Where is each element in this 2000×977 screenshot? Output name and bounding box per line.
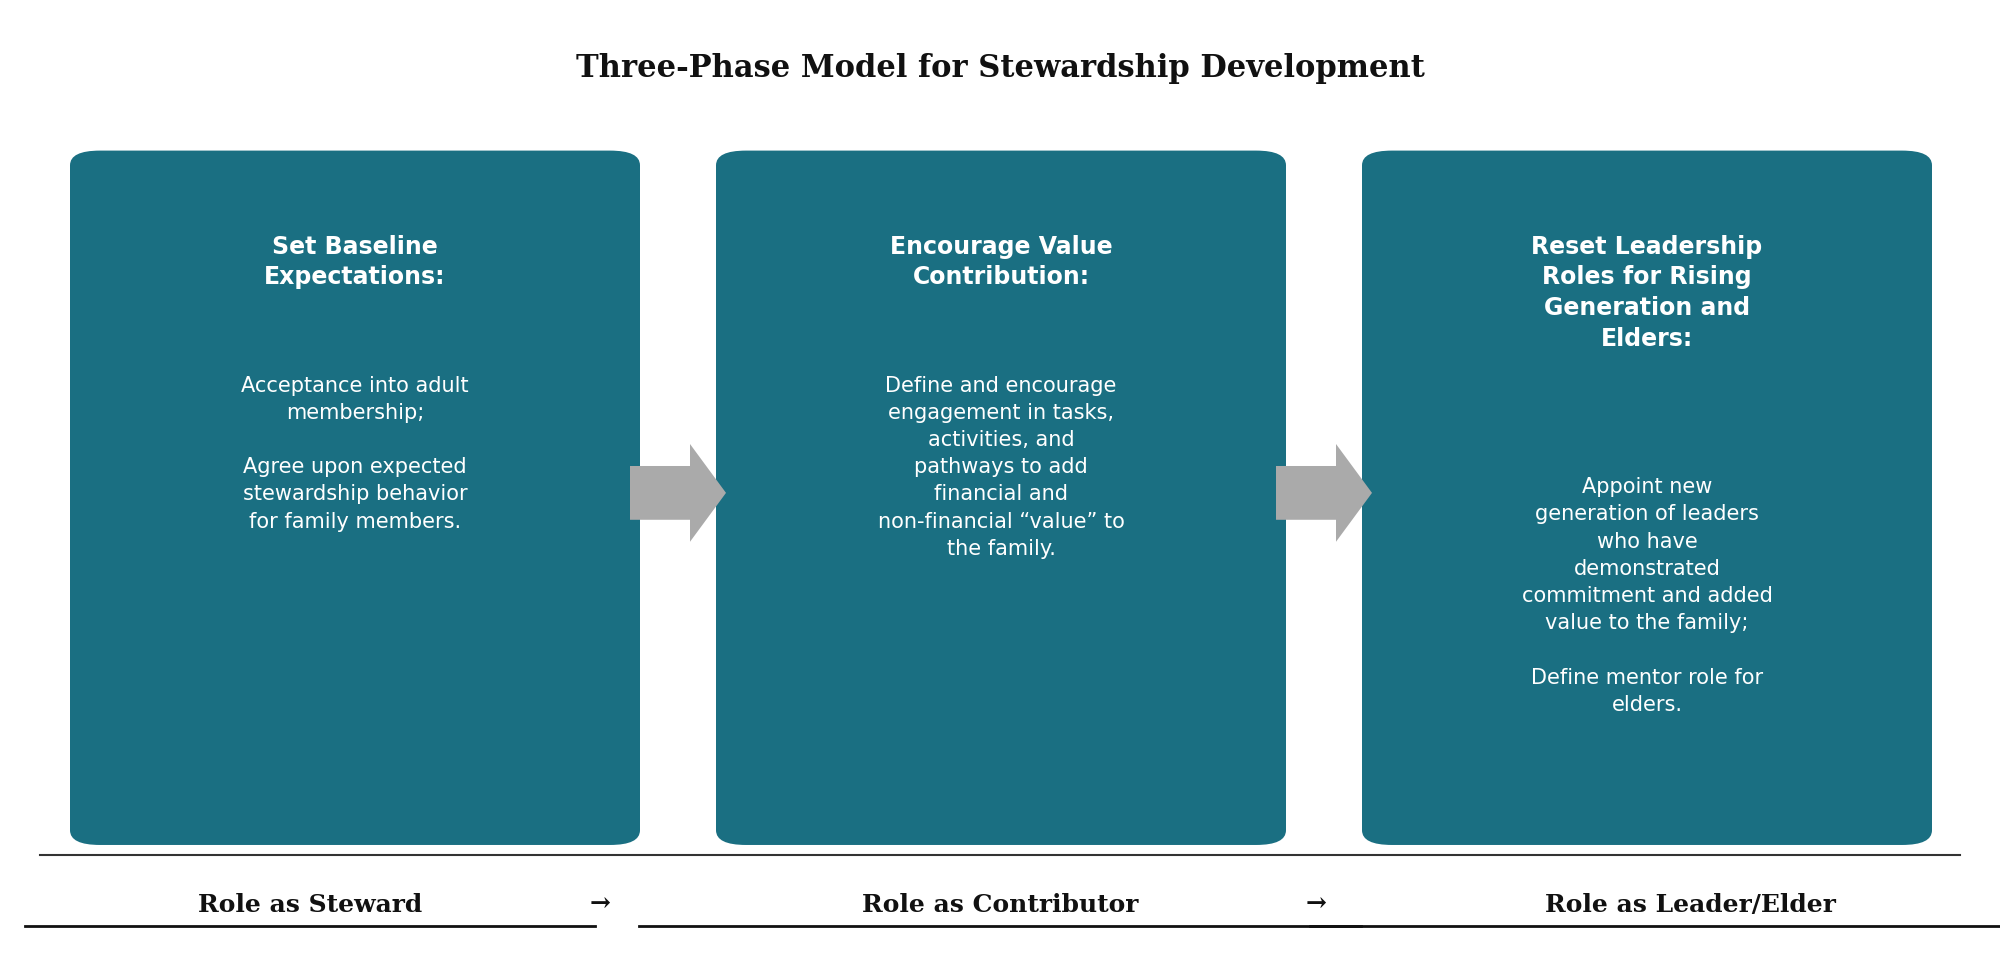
Text: →: →: [1306, 892, 1326, 915]
Text: Acceptance into adult
membership;

Agree upon expected
stewardship behavior
for : Acceptance into adult membership; Agree …: [242, 375, 468, 531]
Text: Three-Phase Model for Stewardship Development: Three-Phase Model for Stewardship Develo…: [576, 53, 1424, 84]
Text: →: →: [590, 892, 610, 915]
FancyBboxPatch shape: [716, 151, 1286, 845]
Text: Appoint new
generation of leaders
who have
demonstrated
commitment and added
val: Appoint new generation of leaders who ha…: [1522, 477, 1772, 714]
FancyBboxPatch shape: [1362, 151, 1932, 845]
Polygon shape: [630, 445, 726, 542]
Polygon shape: [1276, 445, 1372, 542]
Text: Define and encourage
engagement in tasks,
activities, and
pathways to add
financ: Define and encourage engagement in tasks…: [878, 375, 1124, 558]
Text: Role as Leader/Elder: Role as Leader/Elder: [1544, 892, 1836, 915]
Text: Role as Contributor: Role as Contributor: [862, 892, 1138, 915]
Text: Encourage Value
Contribution:: Encourage Value Contribution:: [890, 234, 1112, 289]
FancyBboxPatch shape: [70, 151, 640, 845]
Text: Set Baseline
Expectations:: Set Baseline Expectations:: [264, 234, 446, 289]
Text: Reset Leadership
Roles for Rising
Generation and
Elders:: Reset Leadership Roles for Rising Genera…: [1532, 234, 1762, 351]
Text: Role as Steward: Role as Steward: [198, 892, 422, 915]
